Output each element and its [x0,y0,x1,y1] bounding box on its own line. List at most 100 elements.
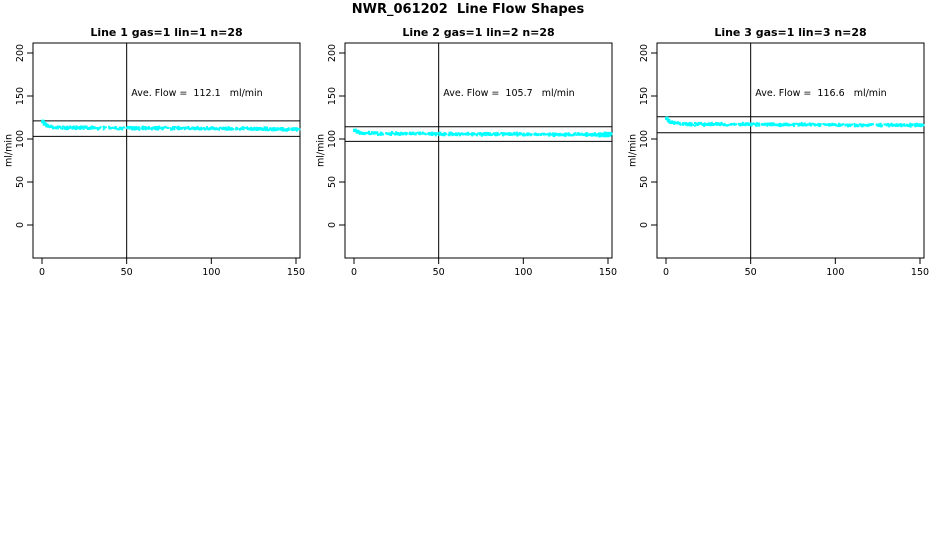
data-point [219,126,222,129]
data-point [70,126,73,129]
data-point [173,126,176,129]
data-point [89,127,92,130]
data-point [695,123,698,126]
data-point [792,123,795,126]
data-point [143,126,146,129]
data-point [283,129,286,132]
data-point [218,127,221,130]
data-point [241,126,244,129]
data-point [287,127,290,130]
data-point [472,132,475,135]
data-point [486,132,489,135]
data-point [805,124,808,127]
data-point [438,134,441,137]
data-point [102,128,105,131]
data-point [130,126,133,129]
data-point [500,132,503,135]
data-point [272,129,275,132]
data-point [443,134,446,137]
data-point [131,128,134,131]
data-point [202,127,205,130]
y-tick-label: 100 [639,130,650,148]
x-tick-label: 50 [121,267,133,278]
data-point [912,123,915,126]
data-point [708,123,711,126]
data-point [905,124,908,127]
data-point [391,130,394,133]
data-point [586,132,589,135]
data-point [421,131,424,134]
data-point [255,126,258,129]
data-point [554,132,557,135]
data-point [180,126,183,129]
data-point [353,128,357,133]
y-tick-label: 0 [639,222,650,228]
data-point [676,122,679,125]
data-point [431,133,434,136]
data-point [915,125,918,128]
data-point [222,126,225,129]
data-point [561,134,564,137]
data-point [414,133,417,136]
data-point [185,126,188,129]
data-point [856,123,859,126]
data-point [710,122,713,125]
data-point [454,133,457,136]
data-point [479,133,482,136]
data-point [919,123,922,126]
data-point [861,125,864,128]
data-point [502,132,505,135]
data-point [273,127,276,130]
data-point [294,127,297,130]
data-point [401,133,404,136]
data-point [138,128,141,131]
data-point [369,133,372,136]
data-point [443,132,446,135]
data-point [831,124,834,127]
data-point [287,129,290,132]
data-point [134,126,137,129]
data-point [368,133,371,136]
data-point [77,126,80,129]
data-point [817,122,820,125]
data-point [709,122,712,125]
data-point [562,133,565,136]
data-point [162,126,165,129]
plot-box [32,42,301,259]
data-point [495,133,498,136]
data-point [463,133,466,136]
data-point [51,127,54,130]
x-tick-label: 150 [911,267,929,278]
data-point [201,127,204,130]
data-point [720,121,723,124]
data-point [910,123,913,126]
data-point [61,127,64,130]
data-point [483,134,486,137]
data-point [497,133,500,136]
data-point [210,126,213,129]
data-point [768,122,771,125]
data-point [142,128,145,131]
data-point [229,128,232,131]
data-point [480,133,483,136]
data-point [878,123,881,126]
data-point [770,124,773,127]
data-point [872,123,875,126]
data-point [690,124,693,127]
data-point [381,133,384,136]
data-point [133,127,136,130]
data-point [897,124,900,127]
data-point [395,132,398,135]
data-point [668,120,671,123]
data-point [772,124,775,127]
data-point [110,127,113,130]
data-point [59,127,62,130]
data-point [571,134,574,137]
data-point [184,126,187,129]
data-point [90,126,93,129]
data-point [265,129,268,132]
data-point [864,124,867,127]
data-point [246,126,249,129]
data-point [217,128,220,131]
data-point [456,134,459,137]
